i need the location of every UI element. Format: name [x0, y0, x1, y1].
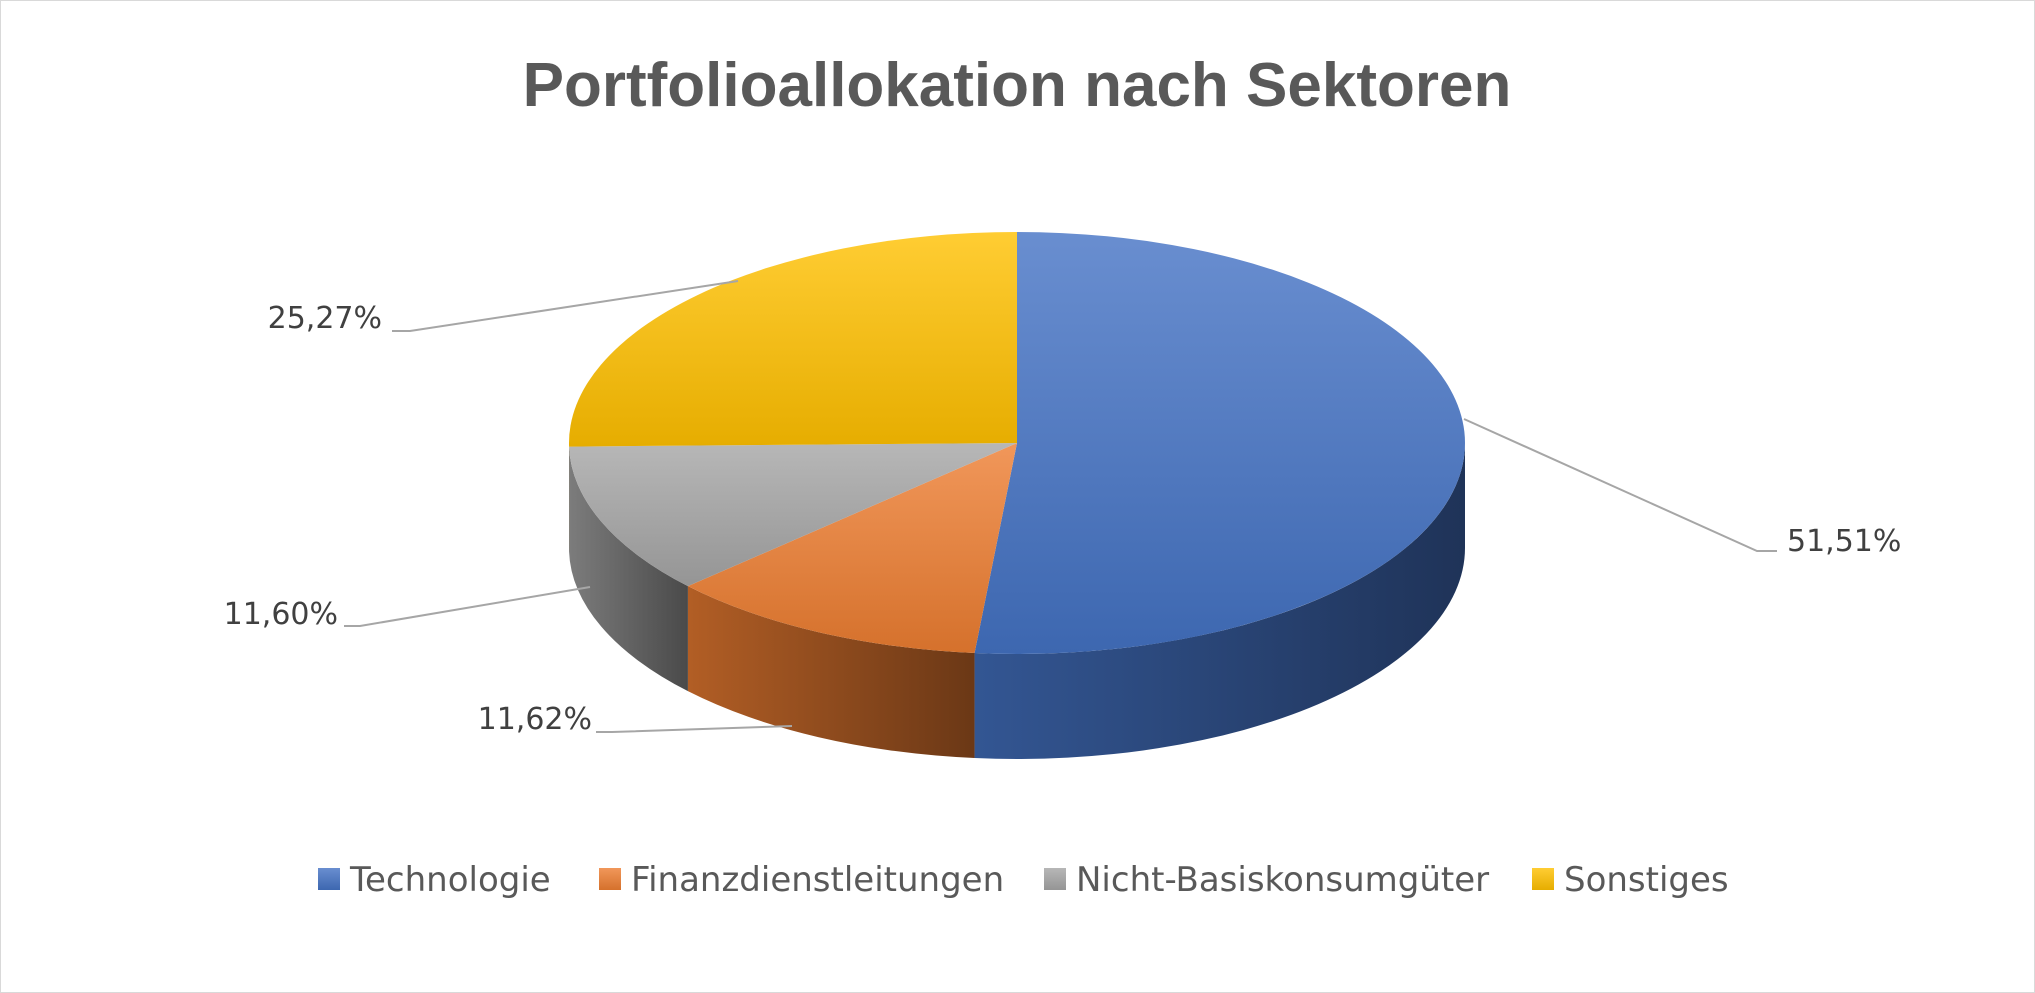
- legend-label: Sonstiges: [1564, 860, 1729, 900]
- pie-slice-finanzdienstleitungen: [687, 443, 1017, 654]
- legend: Technologie Finanzdienstleitungen Nicht-Ba…: [318, 860, 1729, 900]
- data-label: 11,62%: [478, 702, 592, 737]
- leader-line: [1463, 418, 1777, 552]
- data-label: 25,27%: [268, 301, 382, 336]
- pie-sides: [569, 443, 1465, 760]
- legend-swatch: [1532, 868, 1554, 890]
- data-label: 51,51%: [1787, 524, 1901, 559]
- pie-tops: [569, 232, 1465, 654]
- pie-side-finanzdienstleitungen: [687, 586, 975, 759]
- chart-title: Portfolioallokation nach Sektoren: [523, 51, 1512, 120]
- leader-line: [344, 586, 591, 627]
- pie-slice-technologie: [974, 232, 1465, 654]
- legend-label: Technologie: [349, 860, 551, 900]
- legend-label: Nicht-Basiskonsumgüter: [1076, 860, 1489, 900]
- legend-label: Finanzdienstleitungen: [631, 860, 1004, 900]
- pie-side-technologie: [974, 443, 1465, 760]
- legend-swatch: [1044, 868, 1066, 890]
- pie-slice-sonstiges: [569, 232, 1017, 447]
- leader-lines: [344, 280, 1777, 733]
- legend-swatch: [318, 868, 340, 890]
- legend-swatch: [599, 868, 621, 890]
- data-label: 11,60%: [224, 597, 338, 632]
- leader-line: [596, 725, 793, 733]
- pie-side-nicht-basiskonsumgüter: [569, 446, 688, 692]
- pie-slice-nicht-basiskonsumgüter: [569, 443, 1017, 587]
- data-labels: 51,51% 11,62% 11,60% 25,27%: [224, 301, 1902, 737]
- leader-line: [392, 280, 739, 332]
